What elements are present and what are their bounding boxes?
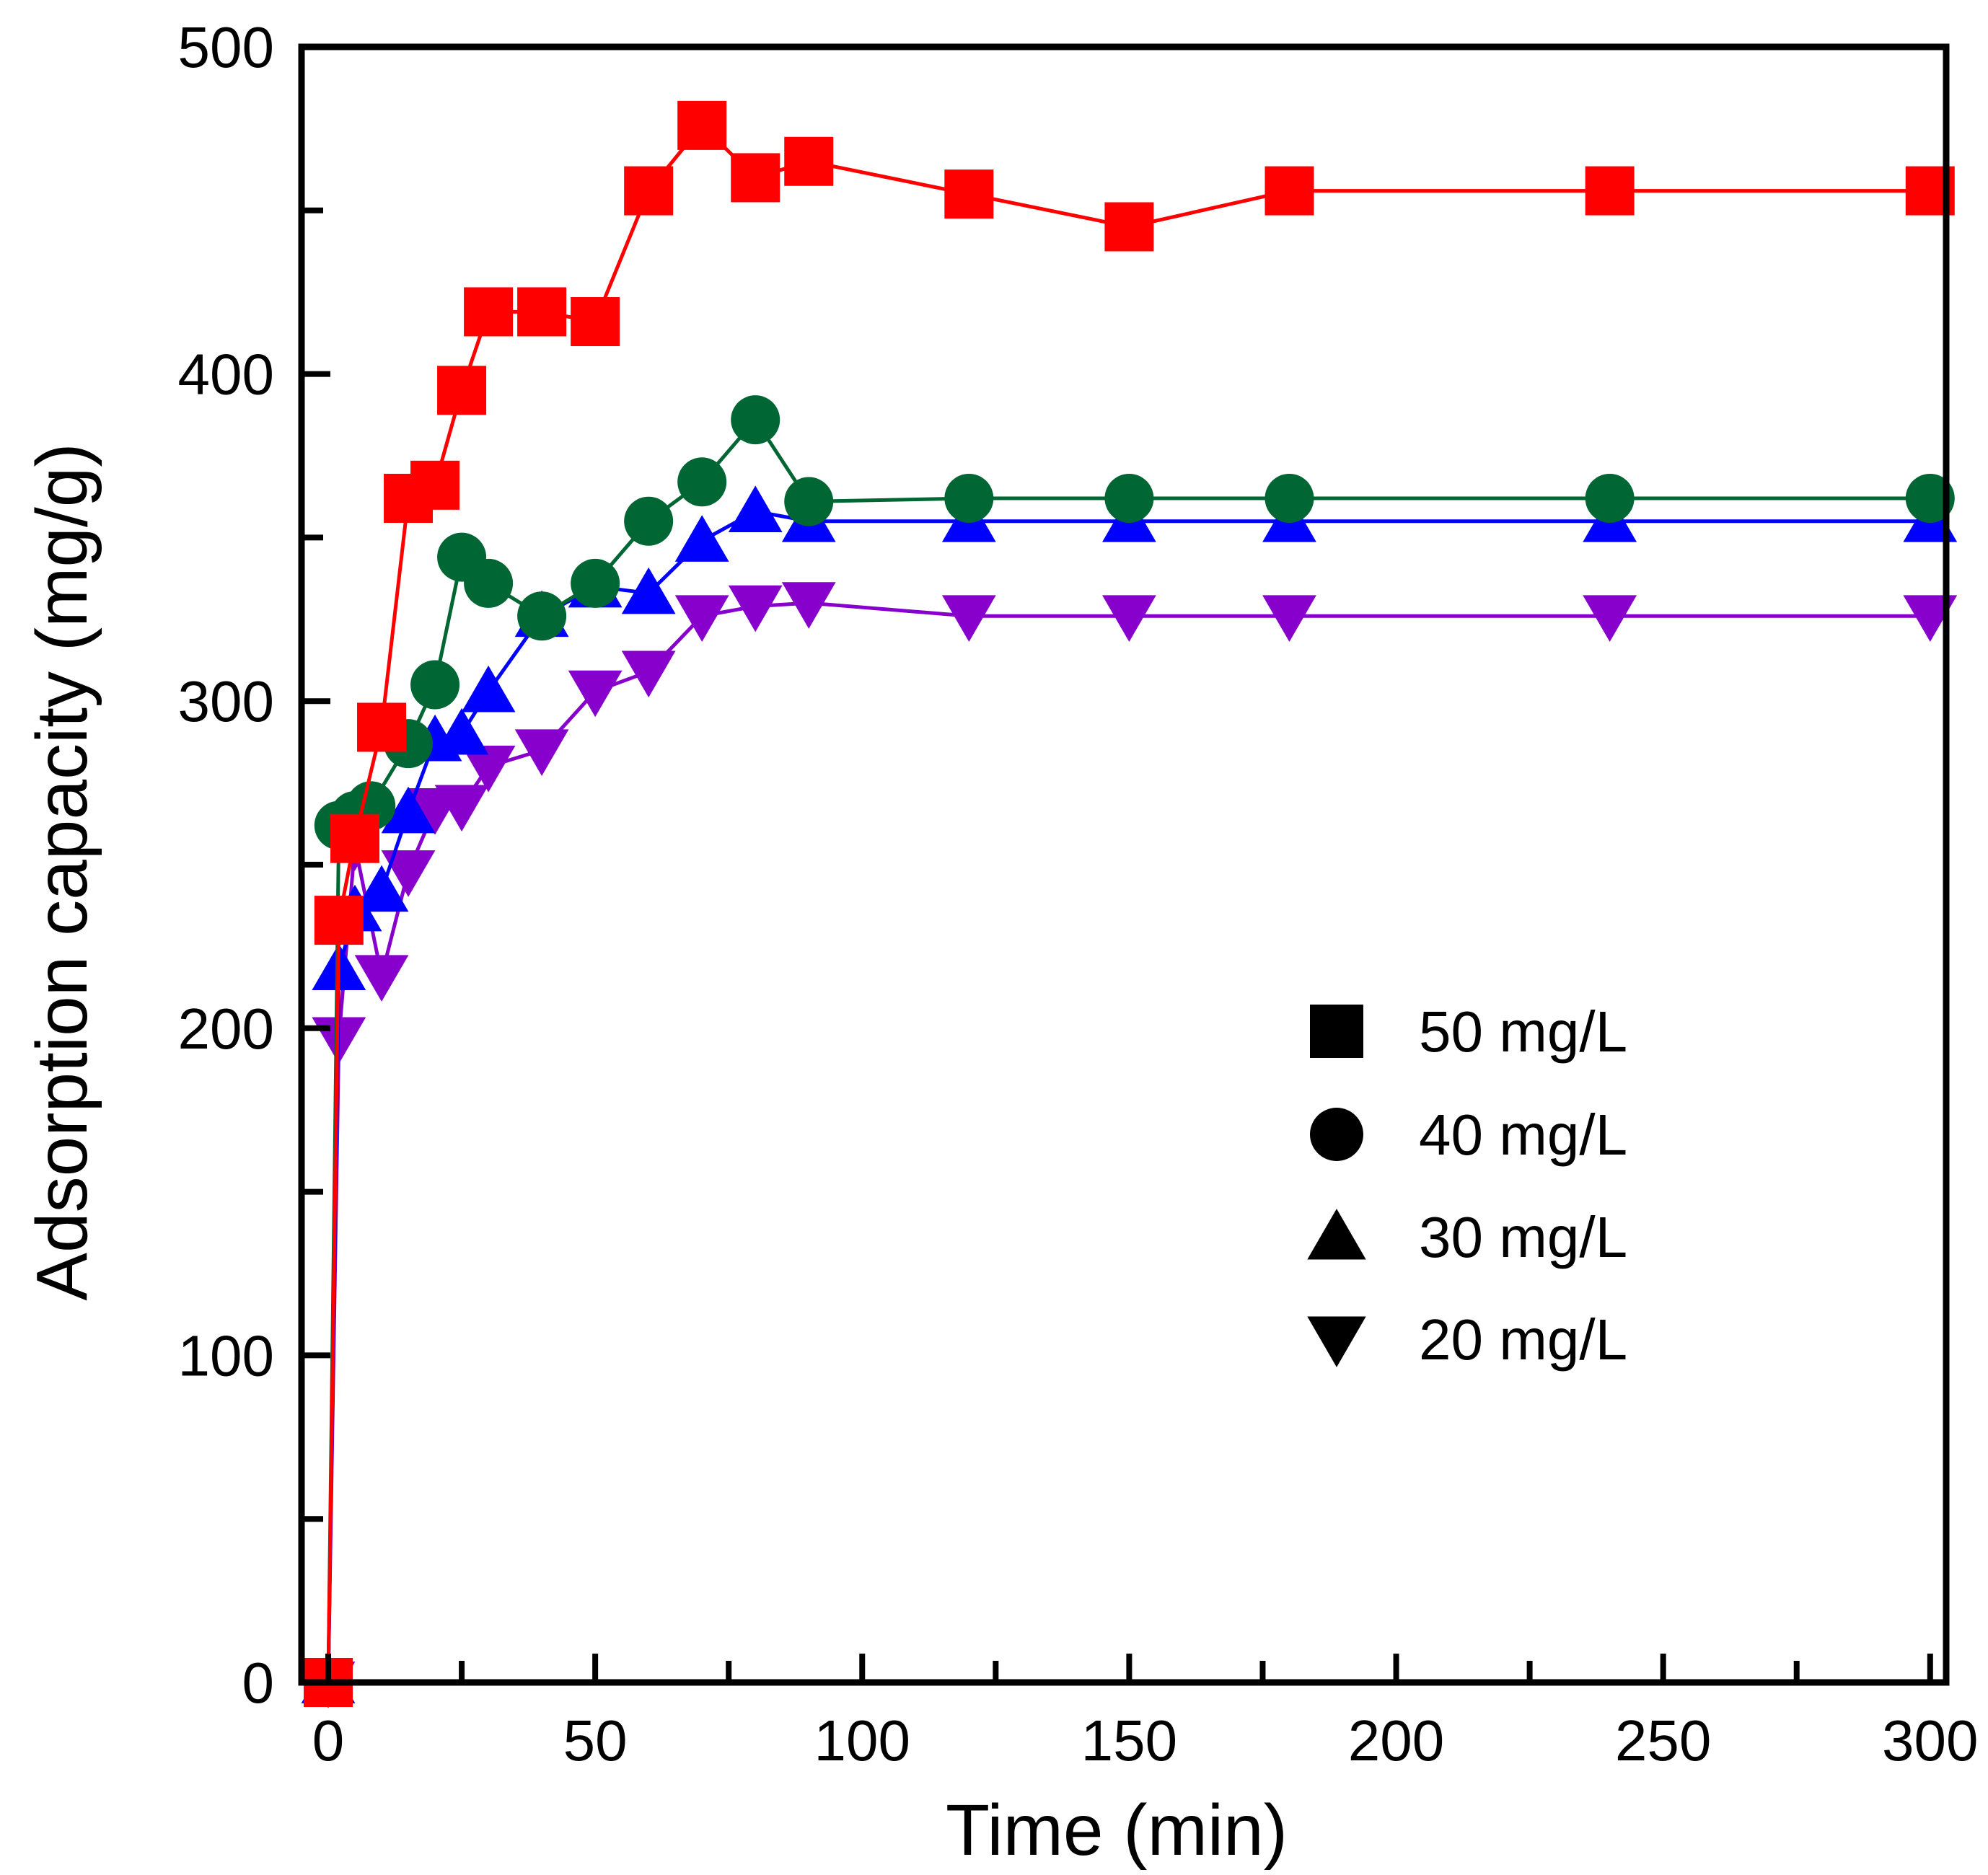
data-point bbox=[314, 896, 364, 945]
series-20-mg-l bbox=[301, 582, 1958, 1708]
data-point bbox=[568, 670, 623, 718]
legend-item: 20 mg/L bbox=[1307, 1307, 1627, 1372]
data-point bbox=[784, 477, 834, 526]
data-point bbox=[674, 595, 729, 642]
data-point bbox=[437, 366, 487, 415]
data-point bbox=[434, 707, 489, 755]
data-point bbox=[1905, 473, 1955, 523]
data-point bbox=[784, 136, 834, 186]
axes-layer: 0 50 100 150 200 250 300 0 100 200 300 400 500 Time (… bbox=[22, 15, 1979, 1871]
data-point bbox=[677, 100, 727, 150]
legend-marker-triangle-down bbox=[1307, 1316, 1366, 1367]
data-point bbox=[517, 591, 567, 641]
series-line bbox=[326, 509, 1930, 1683]
x-tick-label: 150 bbox=[1081, 1708, 1177, 1773]
data-point bbox=[517, 287, 567, 337]
data-point bbox=[1104, 473, 1154, 523]
legend-item: 50 mg/L bbox=[1310, 1000, 1627, 1064]
data-point bbox=[381, 786, 436, 834]
data-point bbox=[621, 567, 676, 614]
data-point bbox=[1104, 202, 1154, 252]
data-point bbox=[1585, 473, 1635, 523]
legend-label: 30 mg/L bbox=[1419, 1205, 1627, 1269]
data-point bbox=[781, 582, 836, 629]
y-tick-label: 300 bbox=[178, 669, 274, 733]
data-point bbox=[381, 850, 436, 897]
data-point bbox=[1265, 166, 1314, 216]
y-tick-label: 100 bbox=[178, 1323, 274, 1388]
data-point bbox=[728, 585, 783, 632]
x-axis-title: Time (min) bbox=[946, 1790, 1288, 1871]
data-point bbox=[571, 558, 620, 608]
legend-marker-circle bbox=[1310, 1108, 1363, 1161]
legend: 50 mg/L 40 mg/L 30 mg/L 20 mg/L bbox=[1307, 1000, 1627, 1372]
data-point bbox=[464, 558, 514, 608]
data-point bbox=[677, 457, 727, 507]
legend-marker-triangle-up bbox=[1307, 1209, 1366, 1260]
data-point bbox=[357, 702, 407, 752]
x-tick-label: 0 bbox=[312, 1708, 345, 1773]
data-point bbox=[941, 595, 996, 642]
data-point bbox=[674, 515, 729, 562]
data-point bbox=[410, 460, 460, 510]
legend-label: 40 mg/L bbox=[1419, 1103, 1627, 1167]
data-point bbox=[944, 473, 994, 523]
data-point bbox=[624, 166, 674, 216]
legend-item: 40 mg/L bbox=[1310, 1103, 1627, 1167]
data-point bbox=[434, 785, 489, 832]
y-tick-label: 200 bbox=[178, 997, 274, 1061]
legend-item: 30 mg/L bbox=[1307, 1205, 1627, 1269]
x-tick-label: 100 bbox=[814, 1708, 910, 1773]
data-point bbox=[464, 287, 514, 337]
data-point bbox=[1262, 595, 1316, 642]
data-point bbox=[1102, 595, 1156, 642]
data-point bbox=[728, 485, 783, 533]
data-point bbox=[621, 650, 676, 698]
data-point bbox=[731, 395, 780, 445]
y-axis-title: Adsorption capacity (mg/g) bbox=[22, 443, 102, 1300]
series-50-mg-l bbox=[304, 100, 1955, 1707]
x-tick-label: 200 bbox=[1348, 1708, 1444, 1773]
data-point bbox=[354, 955, 409, 1002]
series-layer bbox=[301, 100, 1958, 1708]
data-point bbox=[624, 496, 674, 546]
data-point bbox=[461, 746, 516, 793]
x-tick-label: 300 bbox=[1882, 1708, 1978, 1773]
data-point bbox=[461, 665, 516, 712]
x-tick-label: 50 bbox=[563, 1708, 628, 1773]
y-tick-label: 400 bbox=[178, 343, 274, 407]
data-point bbox=[1585, 166, 1635, 216]
y-tick-label: 0 bbox=[242, 1651, 275, 1715]
data-point bbox=[1265, 473, 1314, 523]
x-tick-label: 250 bbox=[1615, 1708, 1711, 1773]
series-line bbox=[326, 601, 1930, 1683]
data-point bbox=[514, 729, 569, 776]
data-point bbox=[410, 660, 460, 710]
series-30-mg-l bbox=[301, 485, 1958, 1703]
data-point bbox=[354, 865, 409, 912]
data-point bbox=[944, 169, 994, 219]
series-line bbox=[326, 123, 1930, 1683]
y-tick-label: 500 bbox=[178, 15, 274, 79]
legend-label: 50 mg/L bbox=[1419, 1000, 1627, 1064]
legend-marker-square bbox=[1310, 1005, 1363, 1058]
data-point bbox=[330, 813, 380, 863]
series-40-mg-l bbox=[304, 395, 1955, 1707]
legend-label: 20 mg/L bbox=[1419, 1307, 1627, 1372]
data-point bbox=[571, 297, 620, 347]
data-point bbox=[731, 153, 780, 203]
data-point bbox=[1583, 595, 1637, 642]
